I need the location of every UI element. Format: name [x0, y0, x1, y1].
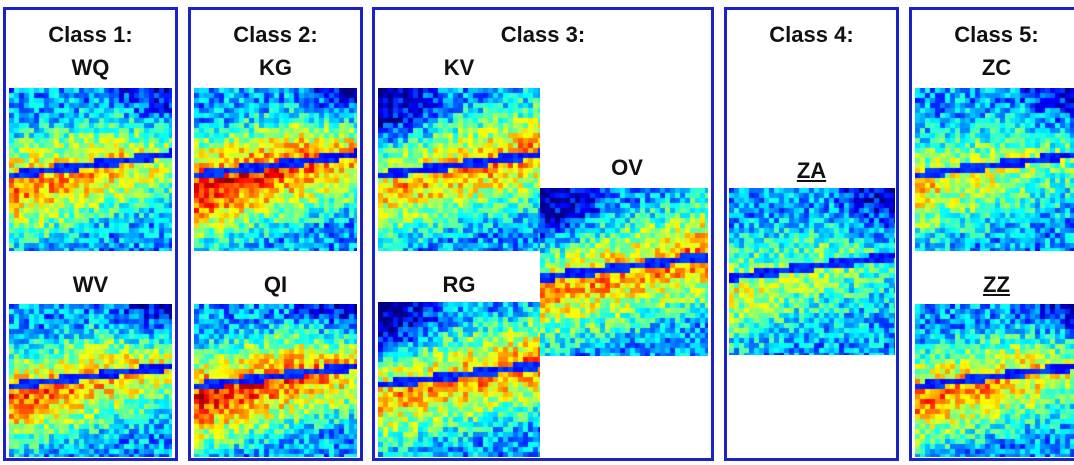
class-3-item-1-label: KV: [443, 55, 475, 80]
class-4-panel: Class 4: ZA: [724, 7, 899, 461]
class-2-item-1-label: KG: [259, 55, 292, 80]
heatmap-wq: [9, 88, 172, 251]
class-4-title: Class 4:: [769, 22, 854, 47]
class-2-panel: Class 2: KG QI: [188, 7, 363, 461]
class-3-panel: Class 3: KV OV RG: [372, 7, 714, 461]
class-3-item-2-label: OV: [611, 155, 643, 180]
heatmap-wv: [9, 304, 172, 457]
class-1-title: Class 1:: [48, 22, 133, 47]
class-2-title: Class 2:: [233, 22, 318, 47]
heatmap-zc: [915, 88, 1074, 251]
class-5-panel: Class 5: ZC ZZ: [909, 7, 1074, 461]
heatmap-zz: [915, 304, 1074, 457]
heatmap-kg: [194, 88, 357, 251]
class-3-title: Class 3:: [500, 22, 586, 47]
heatmap-ov: [540, 188, 708, 356]
class-1-panel: Class 1: WQ WV: [3, 7, 178, 461]
class-2-item-2-label: QI: [263, 272, 288, 297]
heatmap-rg: [378, 302, 540, 457]
class-1-item-2-label: WV: [72, 272, 109, 297]
class-1-item-1-label: WQ: [71, 55, 110, 80]
class-3-item-3-label: RG: [442, 272, 476, 297]
class-4-item-1-label: ZA: [796, 158, 827, 183]
class-5-title: Class 5:: [954, 22, 1039, 47]
heatmap-kv: [378, 88, 540, 251]
class-5-item-1-label: ZC: [981, 55, 1012, 80]
heatmap-za: [729, 188, 895, 355]
class-5-item-2-label: ZZ: [983, 272, 1010, 297]
heatmap-qi: [194, 304, 357, 457]
